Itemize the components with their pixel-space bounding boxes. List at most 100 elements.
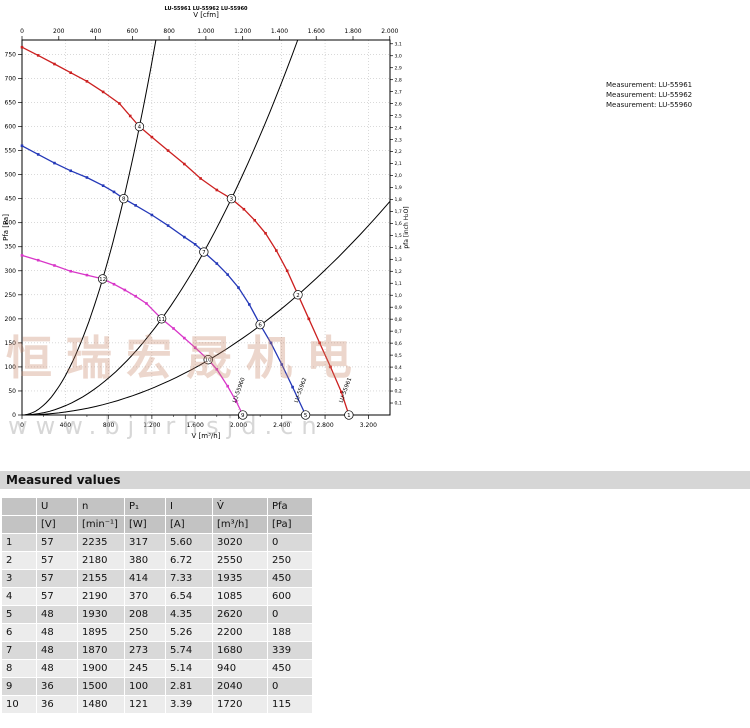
table-cell: 250 xyxy=(125,624,165,641)
inch-tick-label: 1,4 xyxy=(395,245,402,251)
table-cell: 7.33 xyxy=(166,570,212,587)
inch-tick-label: 3,1 xyxy=(395,41,402,47)
cfm-tick-label: 600 xyxy=(127,28,139,35)
column-header: P₁ xyxy=(125,498,165,515)
left-axis-title: Pfa [Pa] xyxy=(2,214,10,241)
curve-marker xyxy=(215,188,219,192)
table-cell: 0 xyxy=(268,678,312,695)
table-cell: 57 xyxy=(37,534,77,551)
row-index: 5 xyxy=(2,606,36,623)
curve-marker xyxy=(36,153,40,156)
inch-tick-label: 1,9 xyxy=(395,185,402,191)
operating-point-number: 1 xyxy=(347,413,351,419)
inch-tick-label: 1,2 xyxy=(395,269,402,275)
table-cell: 2550 xyxy=(213,552,267,569)
table-cell: 188 xyxy=(268,624,312,641)
bottom-axis-title: V [m³/h] xyxy=(192,432,221,440)
curve-end-label: LU-55960 xyxy=(232,376,247,403)
curve-marker xyxy=(275,249,278,252)
curve-marker xyxy=(123,288,127,292)
pa-tick-label: 0 xyxy=(12,412,16,419)
table-cell: 370 xyxy=(125,588,165,605)
table-cell: 450 xyxy=(268,660,312,677)
inch-tick-label: 0,6 xyxy=(395,341,402,347)
table-row: 4 57 2190 370 6.54 1085 600 xyxy=(2,588,312,605)
column-header: U xyxy=(37,498,77,515)
table-cell: 100 xyxy=(125,678,165,695)
pa-tick-label: 750 xyxy=(5,51,17,58)
operating-point-marker xyxy=(156,314,167,324)
table-cell: 121 xyxy=(125,696,165,713)
table-cell: 208 xyxy=(125,606,165,623)
curve-marker xyxy=(150,213,154,217)
curve-marker xyxy=(280,363,284,366)
curve-marker xyxy=(329,365,332,369)
unit-header: [A] xyxy=(166,516,212,533)
table-cell: 5.14 xyxy=(166,660,212,677)
curve-marker xyxy=(291,385,294,389)
inch-tick-label: 0,2 xyxy=(395,389,402,395)
table-row: 1 57 2235 317 5.60 3020 0 xyxy=(2,534,312,551)
cfm-tick-label: 400 xyxy=(90,28,102,35)
inch-tick-label: 2,9 xyxy=(395,65,402,71)
column-header: Pfa xyxy=(268,498,312,515)
curve-marker xyxy=(226,273,229,276)
operating-point-marker xyxy=(344,410,354,420)
column-header: n xyxy=(78,498,124,515)
operating-point-marker xyxy=(97,274,108,284)
operating-point-marker xyxy=(199,247,209,257)
table-cell: 4.35 xyxy=(166,606,212,623)
curve-marker xyxy=(101,90,105,94)
curve-marker xyxy=(264,231,267,235)
fan-curve-0 xyxy=(21,46,350,416)
pa-tick-label: 550 xyxy=(5,148,17,155)
curve-marker xyxy=(118,102,121,105)
curve-marker xyxy=(193,243,197,246)
table-cell: 1870 xyxy=(78,642,124,659)
curve-marker xyxy=(145,302,148,305)
cfm-tick-label: 1.200 xyxy=(234,28,251,35)
curve-marker xyxy=(85,80,89,83)
curve-marker xyxy=(172,327,175,330)
operating-point-number: 4 xyxy=(138,125,142,131)
operating-point-marker xyxy=(300,410,311,420)
pa-tick-label: 400 xyxy=(5,220,17,227)
curve-marker xyxy=(150,135,154,139)
inch-tick-label: 0,3 xyxy=(395,377,402,383)
row-index: 7 xyxy=(2,642,36,659)
operating-point-marker xyxy=(134,121,145,132)
curve-marker xyxy=(112,190,116,194)
curve-marker xyxy=(247,303,251,306)
curve-marker xyxy=(199,177,202,180)
row-index: 8 xyxy=(2,660,36,677)
table-cell: 5.26 xyxy=(166,624,212,641)
inch-tick-label: 1,1 xyxy=(395,281,402,287)
x-tick-label: 2.000 xyxy=(230,422,247,429)
table-cell: 273 xyxy=(125,642,165,659)
table-cell: 339 xyxy=(268,642,312,659)
column-header xyxy=(2,498,36,515)
pa-tick-label: 450 xyxy=(5,196,17,203)
inch-tick-label: 2,1 xyxy=(395,161,402,167)
column-header: V̇ xyxy=(213,498,267,515)
operating-point-marker xyxy=(255,319,265,330)
pa-tick-label: 150 xyxy=(5,340,17,347)
inch-tick-label: 3,0 xyxy=(395,53,402,59)
system-curve xyxy=(21,200,391,416)
table-cell: 5.60 xyxy=(166,534,212,551)
operating-point-marker xyxy=(119,194,129,204)
operating-point-number: 7 xyxy=(202,250,206,256)
curve-marker xyxy=(318,341,321,345)
operating-point-marker xyxy=(203,355,213,365)
table-row: 9 36 1500 100 2.81 2040 0 xyxy=(2,678,312,695)
curve-marker xyxy=(226,384,229,388)
inch-tick-label: 2,3 xyxy=(395,137,402,143)
table-cell: 115 xyxy=(268,696,312,713)
system-curve xyxy=(21,39,157,416)
curve-marker xyxy=(215,368,219,371)
inch-tick-label: 0,5 xyxy=(395,353,402,359)
inch-tick-label: 2,4 xyxy=(395,125,402,131)
operating-point-number: 3 xyxy=(230,197,234,203)
inch-tick-label: 1,0 xyxy=(395,293,402,299)
